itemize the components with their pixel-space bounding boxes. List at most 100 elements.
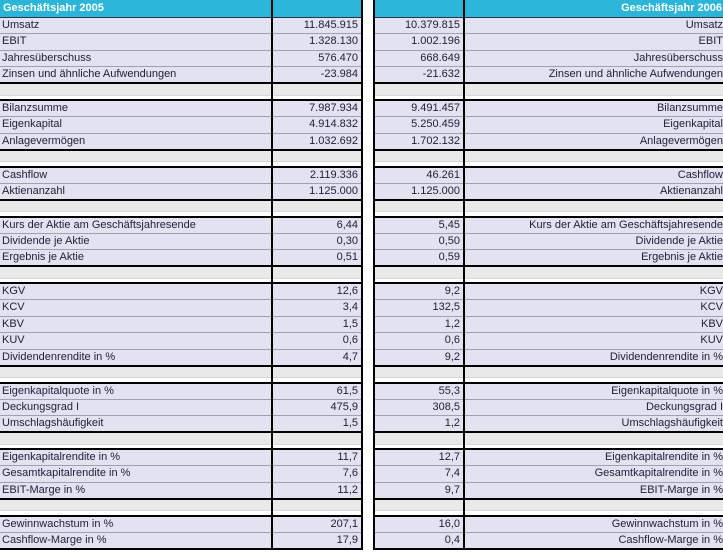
year-header-value-cell	[271, 0, 363, 18]
row-label: Gewinnwachstum in %	[0, 514, 272, 533]
row-label: Zinsen und ähnliche Aufwendungen	[0, 66, 272, 84]
table-row: KCV 3,4	[0, 299, 363, 317]
gap-cell	[271, 95, 363, 100]
row-label: Jahresüberschuss	[0, 50, 272, 67]
row-value: 4.914.832	[271, 116, 363, 134]
row-value: 11,7	[271, 448, 363, 466]
separator-cell	[271, 149, 363, 162]
row-label: Deckungsgrad I	[0, 399, 272, 416]
section-gap	[373, 95, 723, 100]
table-row: 46.261 Cashflow	[373, 165, 723, 184]
row-value: 132,5	[373, 299, 465, 317]
table-row: Anlagevermögen 1.032.692	[0, 133, 363, 151]
row-value: 1.328.130	[271, 33, 363, 51]
row-label: Aktienanzahl	[0, 183, 272, 201]
section-gap	[0, 444, 363, 449]
table-row: Umsatz 11.845.915	[0, 17, 363, 34]
table-row: 668.649 Jahresüberschuss	[373, 50, 723, 67]
section-separator	[0, 365, 363, 378]
separator-cell	[464, 365, 723, 378]
table-row: Deckungsgrad I 475,9	[0, 399, 363, 416]
row-label: Eigenkapitalrendite in %	[0, 448, 272, 466]
table-row: Gewinnwachstum in % 207,1	[0, 514, 363, 533]
row-value: 308,5	[373, 399, 465, 416]
row-value: 1.125.000	[271, 183, 363, 201]
row-label: Cashflow-Marge in %	[464, 532, 723, 550]
table-row: 1.002.196 EBIT	[373, 33, 723, 51]
row-label: Gewinnwachstum in %	[464, 514, 723, 533]
table-row: KBV 1,5	[0, 316, 363, 333]
gap-cell	[373, 444, 465, 449]
row-label: Eigenkapital	[464, 116, 723, 134]
row-value: 11.845.915	[271, 17, 363, 34]
section-gap	[0, 161, 363, 167]
section-separator	[373, 83, 723, 96]
gap-cell	[0, 95, 272, 100]
row-label: Gesamtkapitalrendite in %	[464, 465, 723, 483]
separator-cell	[464, 498, 723, 511]
gap-cell	[271, 161, 363, 167]
row-label: Dividende je Aktie	[0, 233, 272, 250]
table-year-2005: Geschäftsjahr 2005 Umsatz 11.845.915 EBIT 1…	[0, 0, 363, 550]
row-label: Dividendenrendite in %	[0, 349, 272, 367]
separator-cell	[373, 498, 465, 511]
separator-cell	[0, 149, 272, 162]
row-label: KCV	[464, 299, 723, 317]
row-label: Cashflow	[464, 165, 723, 184]
row-value: 9,2	[373, 349, 465, 367]
separator-cell	[373, 266, 465, 279]
row-value: 1.702.132	[373, 133, 465, 151]
section-gap	[373, 211, 723, 217]
row-value: 55,3	[373, 381, 465, 400]
row-label: Ergebnis je Aktie	[464, 249, 723, 267]
separator-cell	[0, 498, 272, 511]
separator-cell	[271, 365, 363, 378]
row-value: 9,7	[373, 482, 465, 500]
row-value: 1,5	[271, 415, 363, 433]
row-value: 207,1	[271, 514, 363, 533]
row-value: 3,4	[271, 299, 363, 317]
separator-cell	[464, 432, 723, 445]
gap-cell	[464, 510, 723, 516]
row-value: 1.125.000	[373, 183, 465, 201]
row-value: 1,2	[373, 415, 465, 433]
row-value: 17,9	[271, 532, 363, 550]
table-row: Eigenkapitalrendite in % 11,7	[0, 448, 363, 466]
year-header-2005: Geschäftsjahr 2005	[0, 0, 272, 18]
row-label: KCV	[0, 299, 272, 317]
row-value: 0,50	[373, 233, 465, 250]
row-value: 9,2	[373, 282, 465, 300]
section-separator	[373, 365, 723, 378]
table-row: 5.250.459 Eigenkapital	[373, 116, 723, 134]
row-value: 1,5	[271, 316, 363, 333]
gap-cell	[271, 211, 363, 217]
row-value: 576.470	[271, 50, 363, 67]
separator-cell	[0, 83, 272, 96]
row-value: 11,2	[271, 482, 363, 500]
row-value: 5.250.459	[373, 116, 465, 134]
table-row: 7,4 Gesamtkapitalrendite in %	[373, 465, 723, 483]
row-value: 10.379.815	[373, 17, 465, 34]
row-label: Deckungsgrad I	[464, 399, 723, 416]
row-label: Anlagevermögen	[0, 133, 272, 151]
table-row: 1,2 Umschlagshäufigkeit	[373, 415, 723, 433]
row-value: 668.649	[373, 50, 465, 67]
separator-cell	[271, 199, 363, 212]
table-header-row: Geschäftsjahr 2005	[0, 0, 363, 18]
gap-cell	[464, 95, 723, 100]
gap-cell	[373, 211, 465, 217]
section-separator	[373, 149, 723, 162]
section-gap	[0, 211, 363, 217]
table-row: EBIT 1.328.130	[0, 33, 363, 51]
row-label: Zinsen und ähnliche Aufwendungen	[464, 66, 723, 84]
table-row: Eigenkapitalquote in % 61,5	[0, 381, 363, 400]
gap-cell	[373, 278, 465, 283]
table-row: 9,2 KGV	[373, 282, 723, 300]
row-label: Dividendenrendite in %	[464, 349, 723, 367]
year-header-value-cell	[373, 0, 465, 18]
row-value: 1,2	[373, 316, 465, 333]
separator-cell	[0, 266, 272, 279]
row-value: -23.984	[271, 66, 363, 84]
separator-cell	[271, 83, 363, 96]
row-value: 1.002.196	[373, 33, 465, 51]
